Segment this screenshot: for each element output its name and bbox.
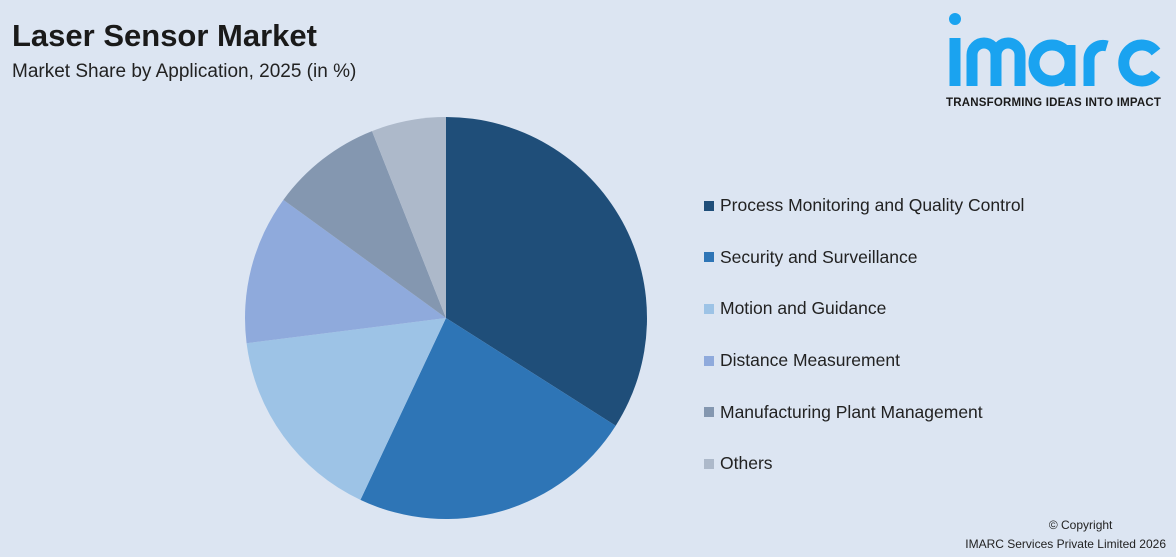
- pie-slice-security-and-surveillance: [360, 318, 616, 519]
- legend-item: Security and Surveillance: [704, 232, 1024, 284]
- legend-label: Others: [720, 453, 773, 474]
- legend-swatch: [704, 303, 714, 314]
- legend-label: Manufacturing Plant Management: [720, 401, 983, 422]
- copyright: © Copyright IMARC Services Private Limit…: [965, 516, 1166, 554]
- legend-swatch: [704, 458, 714, 469]
- legend-item: Motion and Guidance: [704, 283, 1024, 335]
- legend-swatch: [704, 200, 714, 211]
- legend-item: Others: [704, 438, 1024, 490]
- legend-item: Distance Measurement: [704, 335, 1024, 387]
- pie-slice-manufacturing-plant-management: [283, 131, 446, 318]
- pie-slice-process-monitoring-and-quality-control: [446, 117, 647, 426]
- copyright-company: IMARC Services Private Limited 2026: [965, 537, 1166, 551]
- legend-label: Motion and Guidance: [720, 298, 887, 319]
- logo-tagline: TRANSFORMING IDEAS INTO IMPACT: [946, 97, 1162, 109]
- legend-label: Distance Measurement: [720, 350, 900, 371]
- pie-slice-distance-measurement: [244, 199, 446, 344]
- legend: Process Monitoring and Quality Control Se…: [704, 180, 1024, 490]
- legend-swatch: [704, 252, 714, 263]
- legend-item: Process Monitoring and Quality Control: [704, 180, 1024, 232]
- legend-item: Manufacturing Plant Management: [704, 386, 1024, 438]
- legend-label: Security and Surveillance: [720, 246, 918, 267]
- chart-title: Laser Sensor Market: [12, 18, 317, 53]
- chart-subtitle: Market Share by Application, 2025 (in %): [12, 61, 357, 82]
- legend-swatch: [704, 355, 714, 366]
- pie-slice-others: [372, 117, 446, 318]
- legend-swatch: [704, 407, 714, 418]
- pie-slice-motion-and-guidance: [246, 318, 446, 500]
- legend-label: Process Monitoring and Quality Control: [720, 195, 1025, 216]
- copyright-label: © Copyright: [1048, 518, 1113, 532]
- imarc-logo-graphic: [949, 13, 1161, 87]
- imarc-logo: TRANSFORMING IDEAS INTO IMPACT: [946, 10, 1170, 109]
